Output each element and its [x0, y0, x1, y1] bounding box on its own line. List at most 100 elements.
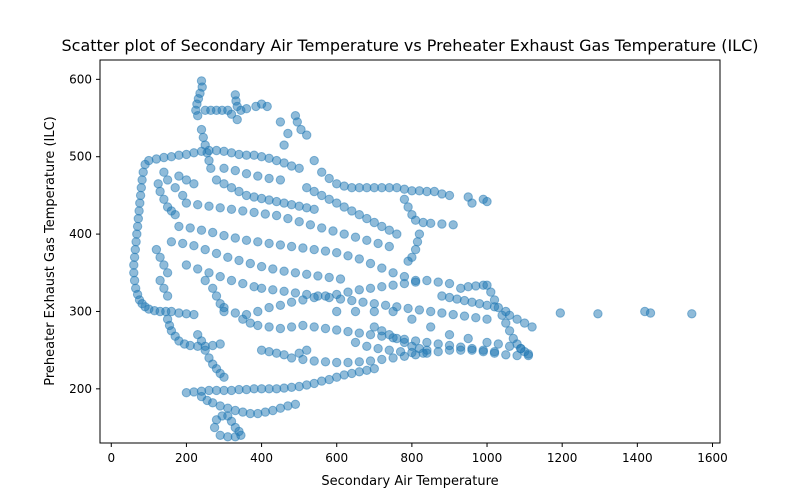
data-point: [362, 213, 372, 224]
data-point: [256, 152, 267, 162]
data-point: [403, 256, 413, 266]
data-point: [140, 159, 150, 170]
data-point: [131, 237, 141, 247]
chart-title: Scatter plot of Secondary Air Temperatur…: [62, 36, 759, 55]
data-point: [129, 275, 140, 286]
data-point: [497, 310, 507, 320]
data-point: [339, 370, 349, 380]
data-point: [226, 204, 237, 215]
data-point: [279, 140, 289, 150]
data-point: [253, 320, 263, 331]
data-point: [223, 252, 233, 262]
data-point: [260, 209, 270, 219]
data-point: [204, 201, 214, 211]
data-point: [302, 130, 312, 140]
data-point: [133, 213, 144, 224]
data-point: [354, 210, 364, 220]
data-point: [137, 175, 147, 185]
data-point: [347, 206, 357, 216]
x-tick-label: 0: [107, 451, 115, 465]
data-point: [253, 171, 263, 181]
data-point: [215, 203, 225, 213]
data-point: [234, 186, 244, 197]
data-point: [256, 345, 267, 355]
data-point: [279, 286, 289, 296]
data-point: [286, 200, 297, 210]
data-point: [208, 283, 218, 293]
data-point: [189, 148, 199, 158]
data-point: [332, 248, 342, 258]
data-point: [471, 313, 481, 323]
data-point: [279, 266, 289, 276]
data-point: [189, 241, 199, 251]
data-point: [238, 278, 248, 289]
data-point: [463, 282, 473, 292]
data-point: [437, 291, 447, 301]
data-point: [392, 333, 402, 344]
data-point: [555, 308, 565, 318]
data-point: [459, 295, 470, 306]
data-point: [377, 354, 387, 365]
data-point: [262, 101, 272, 112]
data-point: [358, 297, 368, 307]
data-point: [437, 308, 447, 318]
data-point: [129, 260, 139, 270]
data-point: [501, 318, 511, 328]
y-tick-label: 200: [69, 382, 92, 396]
data-point: [317, 167, 327, 177]
data-point: [365, 356, 376, 366]
data-point: [350, 306, 361, 317]
data-point: [170, 210, 180, 220]
data-point: [290, 399, 301, 409]
plot-points: [129, 76, 697, 442]
data-point: [219, 302, 229, 313]
data-point: [181, 198, 192, 208]
data-point: [412, 237, 423, 247]
data-point: [414, 229, 425, 239]
data-point: [343, 326, 353, 337]
data-point: [384, 345, 394, 355]
data-point: [204, 268, 214, 278]
data-point: [196, 124, 207, 135]
data-point: [178, 238, 188, 249]
data-point: [373, 238, 383, 249]
data-point: [437, 189, 447, 199]
data-point: [256, 261, 267, 272]
data-point: [478, 347, 488, 357]
data-point: [223, 432, 233, 442]
data-point: [193, 200, 203, 210]
data-point: [219, 146, 229, 157]
data-point: [249, 207, 259, 218]
data-point: [433, 347, 443, 357]
data-point: [403, 303, 413, 314]
data-point: [286, 322, 297, 332]
data-point: [206, 163, 216, 174]
data-point: [193, 111, 203, 121]
data-point: [286, 241, 297, 252]
data-point: [467, 198, 477, 208]
data-point: [362, 365, 372, 375]
data-point: [283, 213, 293, 224]
data-point: [130, 244, 141, 255]
data-point: [302, 380, 312, 390]
data-point: [162, 268, 173, 278]
x-tick-label: 1600: [697, 451, 728, 465]
data-point: [332, 325, 342, 335]
data-point: [362, 235, 372, 246]
data-point: [294, 217, 304, 227]
data-point: [264, 322, 274, 332]
data-point: [178, 190, 188, 201]
data-point: [377, 263, 387, 273]
data-point: [343, 251, 353, 261]
data-point: [320, 291, 331, 301]
data-point: [135, 198, 145, 208]
data-point: [474, 299, 485, 309]
data-point: [181, 175, 192, 185]
data-point: [388, 306, 398, 317]
data-point: [238, 206, 248, 216]
data-point: [399, 337, 410, 348]
data-point: [354, 285, 364, 295]
data-point: [232, 114, 242, 125]
data-point: [482, 314, 492, 324]
data-point: [403, 202, 413, 212]
